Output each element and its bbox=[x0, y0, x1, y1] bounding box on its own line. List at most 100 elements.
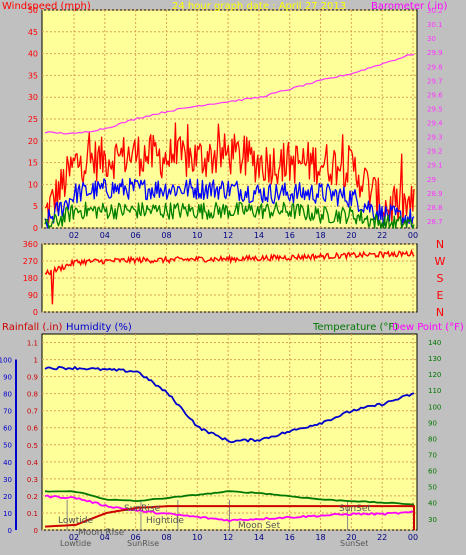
windspeed-tick: 40 bbox=[28, 50, 38, 59]
windspeed-tick: 20 bbox=[28, 137, 38, 146]
climate-time-tick: 04 bbox=[100, 533, 110, 542]
barometer-line bbox=[44, 53, 415, 135]
barometer-tick: 29.7 bbox=[427, 77, 443, 85]
wind-time-tick: 18 bbox=[315, 231, 325, 240]
barometer-tick: 29.9 bbox=[427, 49, 443, 57]
rainfall-line bbox=[44, 505, 415, 530]
compass-label: N bbox=[436, 238, 444, 251]
barometer-tick: 30 bbox=[427, 35, 436, 43]
temperature-tick: 40 bbox=[428, 500, 437, 508]
compass-label: E bbox=[437, 289, 444, 302]
wind-plot bbox=[44, 53, 415, 229]
rainfall-tick: 0.7 bbox=[27, 408, 38, 416]
direction-grid bbox=[42, 243, 417, 313]
windspeed-tick: 10 bbox=[28, 180, 38, 189]
climate-time-tick: 22 bbox=[377, 533, 387, 542]
climate-time-tick: 10 bbox=[192, 533, 202, 542]
rainfall-tick: 0 bbox=[34, 527, 38, 535]
windspeed-tick: 5 bbox=[33, 202, 38, 211]
lowtide-axis-marker: Lowtide bbox=[60, 539, 91, 548]
direction-axis: 0 90 180 270 360 bbox=[23, 240, 38, 317]
windspeed-tick: 30 bbox=[28, 93, 38, 102]
wind-time-tick: 22 bbox=[377, 231, 387, 240]
temperature-tick: 140 bbox=[428, 339, 441, 347]
climate-time-tick: 00 bbox=[408, 533, 418, 542]
rain-humidity-axes: 0 0.1 0.2 0.3 0.4 0.5 0.6 0.7 0.8 0.9 1 1.1 0 10 20 30 4… bbox=[0, 340, 39, 535]
humidity-tick: 60 bbox=[3, 425, 12, 433]
barometer-tick: 29.2 bbox=[427, 148, 443, 156]
temperature-tick: 100 bbox=[428, 403, 441, 411]
moonset-label: Moon Set bbox=[238, 521, 281, 531]
temperature-tick: 110 bbox=[428, 387, 441, 395]
climate-time-tick: 20 bbox=[346, 533, 356, 542]
windspeed-axis-label: Windspeed (mph) bbox=[2, 1, 91, 12]
barometer-axis: 28.7 28.8 28.9 29 29.1 29.2 29.3 29.4 29.5 29.6 29… bbox=[427, 7, 443, 226]
temperature-line bbox=[44, 490, 415, 506]
rainfall-axis-label: Rainfall (.in) bbox=[2, 322, 63, 333]
windspeed-tick: 50 bbox=[28, 6, 38, 15]
temperature-tick: 50 bbox=[428, 484, 437, 492]
humidity-tick: 10 bbox=[3, 510, 12, 518]
humidity-tick: 80 bbox=[3, 391, 12, 399]
sunset-axis-marker: SunSet bbox=[340, 539, 368, 548]
barometer-tick: 29 bbox=[427, 176, 436, 184]
lowtide-label: Lowtide bbox=[58, 516, 93, 526]
temperature-tick: 130 bbox=[428, 355, 441, 363]
rainfall-tick: 0.2 bbox=[27, 493, 38, 501]
humidity-line bbox=[44, 366, 415, 444]
humidity-tick: 0 bbox=[8, 527, 12, 535]
rainfall-tick: 0.5 bbox=[27, 442, 38, 450]
humidity-tick: 40 bbox=[3, 459, 12, 467]
barometer-tick: 29.1 bbox=[427, 162, 443, 170]
climate-time-tick: 14 bbox=[254, 533, 264, 542]
wind-average-line bbox=[44, 177, 415, 229]
windspeed-tick: 35 bbox=[28, 71, 38, 80]
compass-label: W bbox=[435, 255, 446, 268]
compass-label: N bbox=[436, 306, 444, 319]
barometer-tick: 29.5 bbox=[427, 105, 443, 113]
compass-label: S bbox=[437, 272, 444, 285]
wind-time-tick: 08 bbox=[161, 231, 171, 240]
humidity-tick: 30 bbox=[3, 476, 12, 484]
humidity-tick: 90 bbox=[3, 374, 12, 382]
wind-time-tick: 04 bbox=[100, 231, 110, 240]
barometer-axis-label: Barometer (.in) bbox=[371, 1, 447, 12]
barometer-tick: 30.2 bbox=[427, 7, 443, 15]
climate-time-axis: 02 04 06 08 10 12 14 16 18 20 22 00 bbox=[69, 533, 418, 542]
moonrise-label: Moon Rise bbox=[78, 528, 125, 538]
windspeed-tick: 15 bbox=[28, 159, 38, 168]
rainfall-tick: 0.1 bbox=[27, 510, 38, 518]
barometer-tick: 29.8 bbox=[427, 63, 443, 71]
temperature-tick: 90 bbox=[428, 419, 437, 427]
windspeed-tick: 45 bbox=[28, 28, 38, 37]
wind-time-tick: 06 bbox=[131, 231, 141, 240]
temperature-tick: 120 bbox=[428, 371, 441, 379]
wind-time-axis: 02 04 06 08 10 12 14 16 18 20 22 00 bbox=[69, 231, 418, 240]
climate-time-tick: 16 bbox=[285, 533, 295, 542]
temperature-axis: 30 40 50 60 70 80 90 100 110 120 130 140 bbox=[428, 339, 441, 524]
humidity-tick: 50 bbox=[3, 442, 12, 450]
temperature-tick: 60 bbox=[428, 468, 437, 476]
sunrise-label: SunRise bbox=[124, 504, 161, 514]
climate-time-tick: 06 bbox=[131, 533, 141, 542]
climate-plot bbox=[44, 366, 415, 530]
wind-direction-line bbox=[44, 248, 415, 305]
windspeed-tick: 0 bbox=[33, 224, 38, 233]
wind-time-tick: 14 bbox=[254, 231, 264, 240]
temperature-axis-label: Temperature (°F) bbox=[312, 322, 398, 333]
barometer-tick: 28.8 bbox=[427, 204, 443, 212]
rainfall-tick: 0.3 bbox=[27, 476, 38, 484]
wind-time-tick: 02 bbox=[69, 231, 79, 240]
wind-time-tick: 20 bbox=[346, 231, 356, 240]
windspeed-tick: 25 bbox=[28, 115, 38, 124]
direction-tick: 360 bbox=[23, 240, 38, 249]
climate-time-tick: 18 bbox=[315, 533, 325, 542]
temperature-tick: 30 bbox=[428, 516, 437, 524]
sunset-label: SunSet bbox=[339, 504, 371, 514]
direction-tick: 180 bbox=[23, 274, 38, 283]
barometer-tick: 30.1 bbox=[427, 21, 443, 29]
rainfall-tick: 0.9 bbox=[27, 374, 38, 382]
climate-time-tick: 02 bbox=[69, 533, 79, 542]
wind-gust-line bbox=[44, 122, 415, 224]
